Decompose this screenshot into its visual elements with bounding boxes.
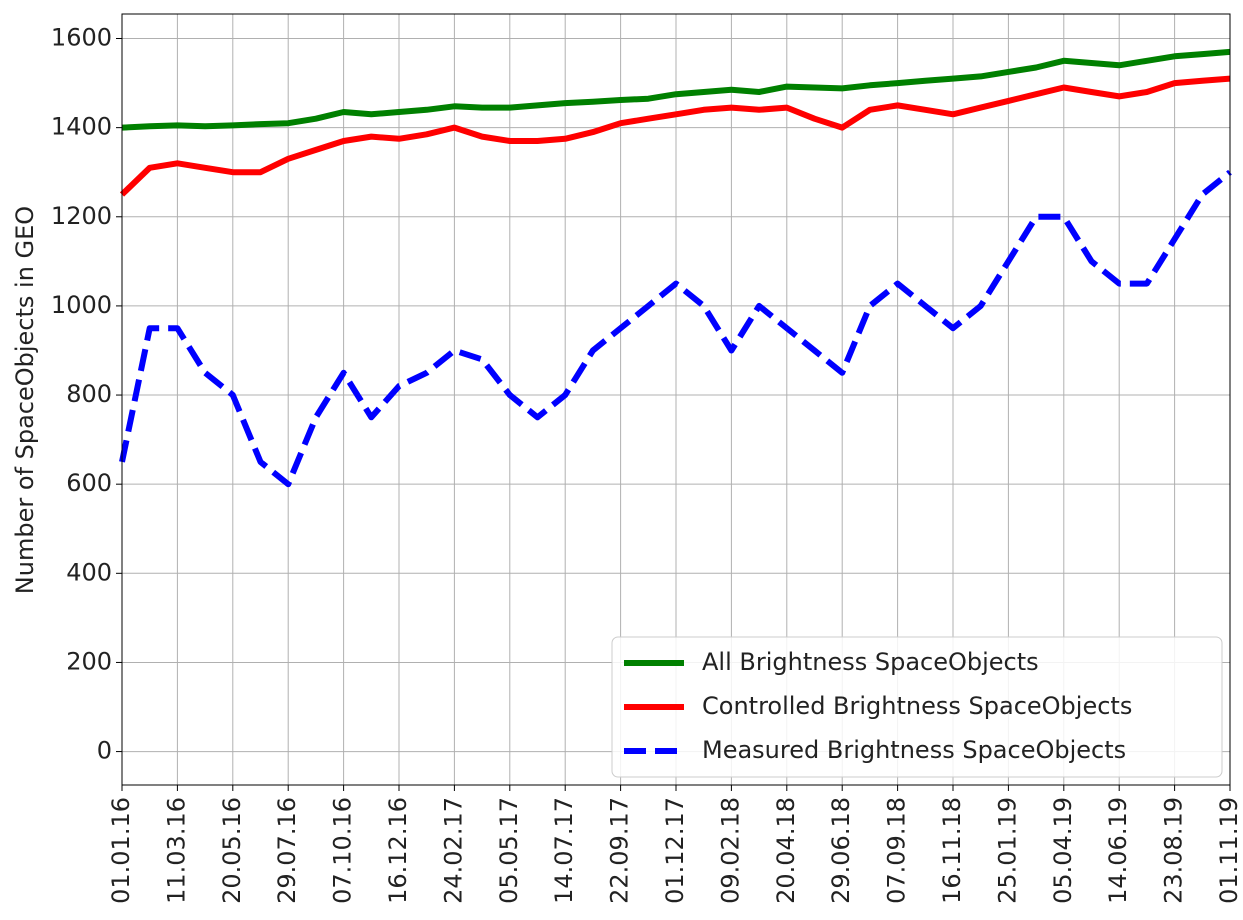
x-tick-label: 01.01.16 [107, 797, 135, 904]
x-tick-label: 25.01.19 [993, 797, 1021, 904]
y-tick-label: 1200 [51, 202, 112, 230]
x-tick-label: 05.04.19 [1049, 797, 1077, 904]
x-tick-label: 20.04.18 [772, 797, 800, 904]
legend-label: All Brightness SpaceObjects [702, 648, 1039, 676]
x-tick-label: 29.06.18 [827, 797, 855, 904]
x-tick-label: 24.02.17 [439, 797, 467, 904]
y-tick-label: 0 [97, 737, 112, 765]
x-tick-label: 11.03.16 [162, 797, 190, 904]
series-line [121, 48, 1231, 131]
y-tick-label: 1400 [51, 113, 112, 141]
y-tick-label: 400 [66, 558, 112, 586]
x-tick-label: 14.07.17 [550, 797, 578, 904]
x-tick-label: 09.02.18 [716, 797, 744, 904]
plot-frame [121, 13, 1231, 786]
x-tick-label: 01.12.17 [661, 797, 689, 904]
x-tick-label: 16.11.18 [938, 797, 966, 904]
x-tick-label: 14.06.19 [1104, 797, 1132, 904]
y-tick-label: 800 [66, 380, 112, 408]
x-tick-label: 29.07.16 [273, 797, 301, 904]
y-tick-label: 200 [66, 647, 112, 675]
legend-label: Measured Brightness SpaceObjects [702, 736, 1126, 764]
x-tick-label: 07.09.18 [883, 797, 911, 904]
series-line [119, 169, 1232, 488]
series-line [119, 75, 1231, 197]
y-tick-label: 1600 [51, 24, 112, 52]
x-tick-label: 01.11.19 [1215, 797, 1243, 904]
x-tick-label: 20.05.16 [218, 797, 246, 904]
x-tick-label: 07.10.16 [329, 797, 357, 904]
x-tick-label: 23.08.19 [1160, 797, 1188, 904]
x-tick-label: 16.12.16 [384, 797, 412, 904]
y-tick-label: 1000 [51, 291, 112, 319]
legend-box [611, 636, 1223, 778]
y-axis-label: Number of SpaceObjects in GEO [11, 206, 39, 594]
legend-label: Controlled Brightness SpaceObjects [702, 692, 1132, 720]
x-tick-label: 05.05.17 [495, 797, 523, 904]
y-tick-label: 600 [66, 469, 112, 497]
x-tick-label: 22.09.17 [606, 797, 634, 904]
